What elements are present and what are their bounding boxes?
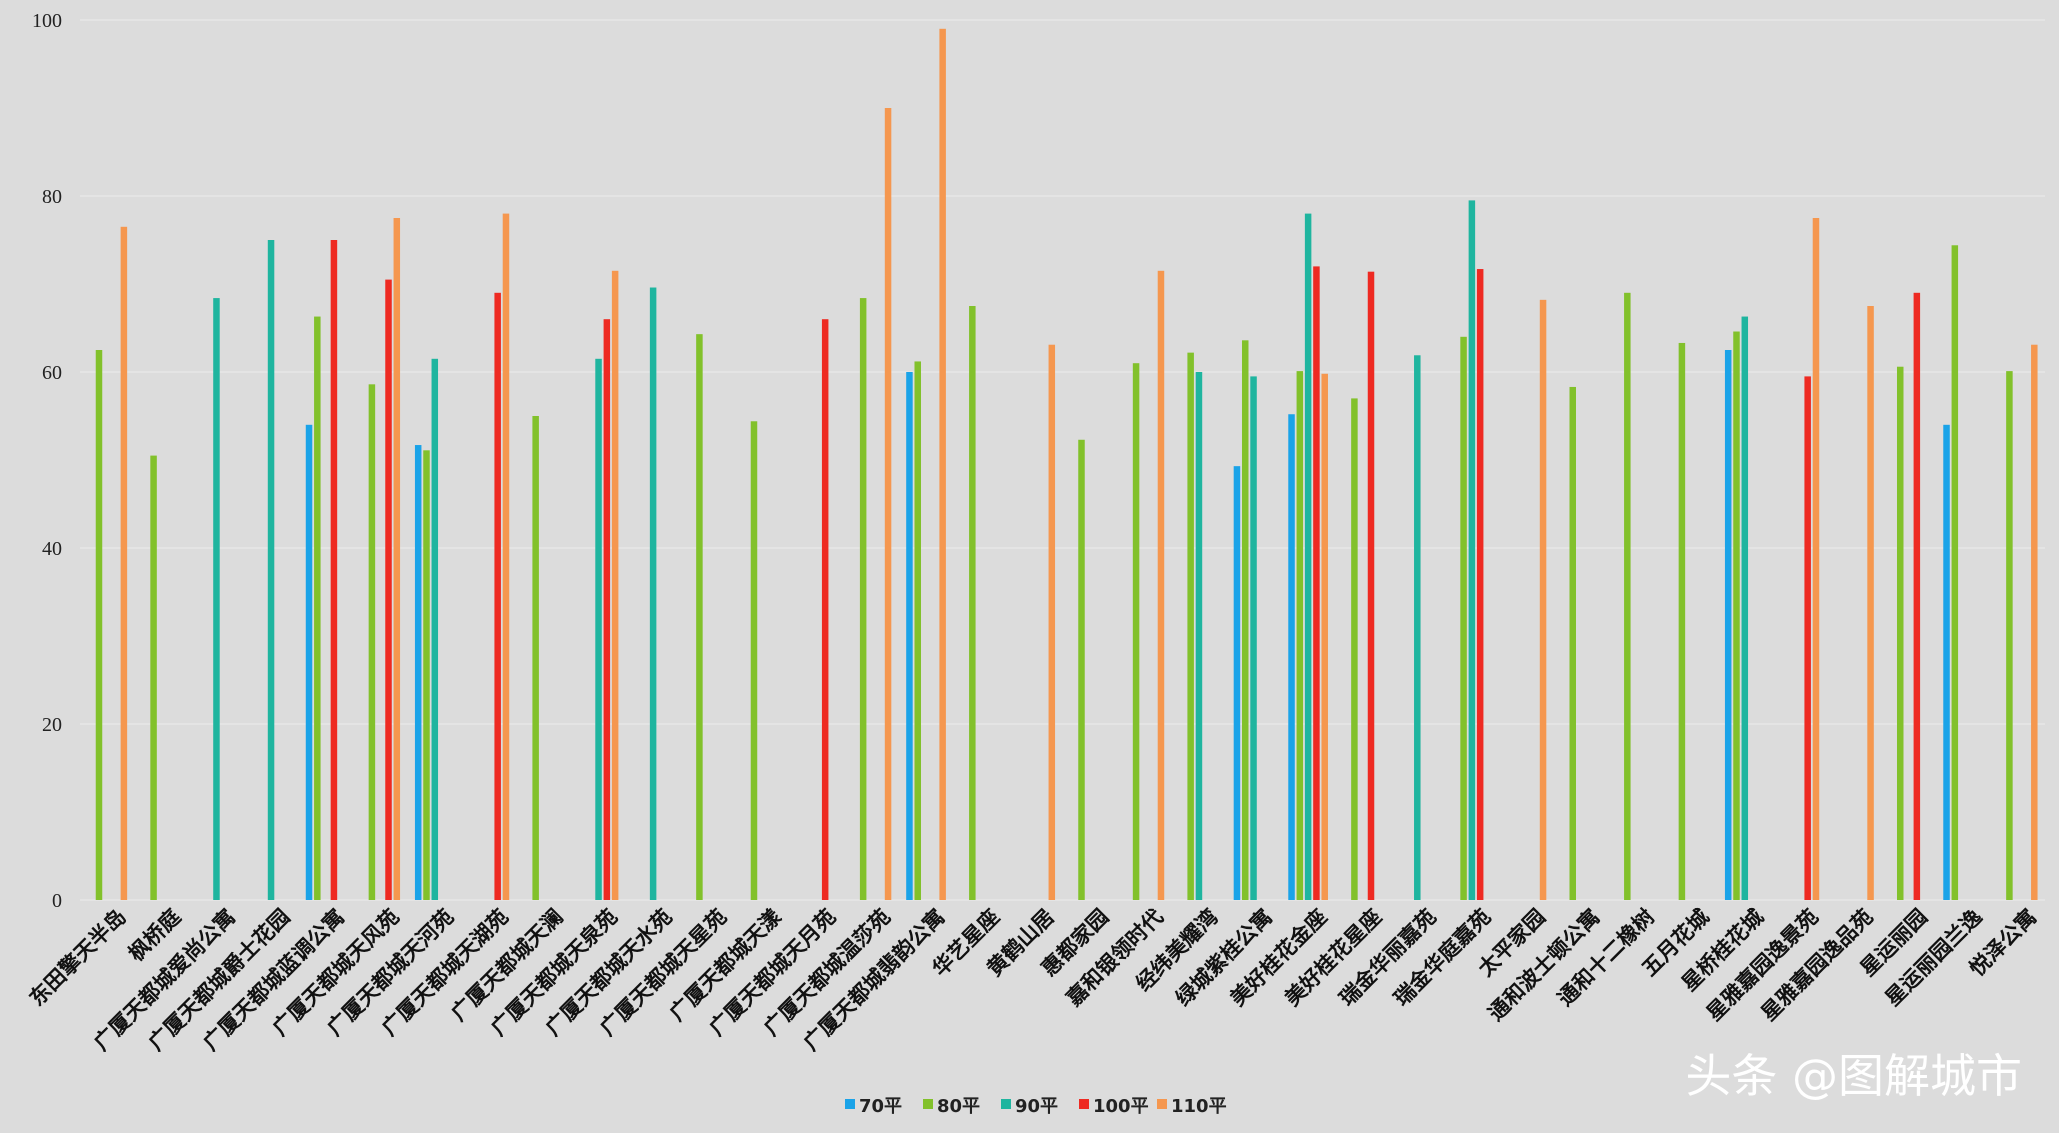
bar (1367, 271, 1375, 900)
bar (314, 316, 321, 900)
legend-label: 100平 (1093, 1096, 1149, 1117)
bar (1304, 213, 1312, 901)
bar (1741, 316, 1749, 900)
y-tick-label: 60 (42, 362, 62, 384)
bar (1724, 350, 1732, 900)
bar (368, 384, 376, 900)
y-tick-label: 40 (42, 538, 62, 560)
bar (884, 108, 892, 900)
bar (393, 218, 401, 900)
bar (750, 421, 758, 900)
legend-label: 70平 (859, 1096, 902, 1117)
bar (267, 240, 275, 900)
legend-swatch (1001, 1099, 1011, 1109)
bar (1468, 200, 1476, 900)
x-tick-label: 东田擎天半岛 (25, 905, 131, 1011)
bar (696, 334, 703, 900)
bar (1078, 439, 1085, 900)
bar (385, 279, 392, 901)
bar (1250, 376, 1257, 900)
bar (859, 298, 867, 901)
legend-label: 110平 (1171, 1096, 1227, 1117)
bar (1678, 342, 1686, 901)
bar (1733, 331, 1740, 900)
bar (1351, 398, 1358, 900)
y-tick-label: 100 (32, 10, 62, 32)
legend-swatch (845, 1099, 855, 1109)
y-tick-label: 0 (52, 890, 62, 912)
bar (1321, 373, 1328, 900)
bar (2006, 371, 2013, 900)
bar (1951, 245, 1959, 900)
bar (305, 424, 313, 900)
bar (1241, 340, 1249, 900)
bar (502, 213, 510, 901)
bar (603, 319, 611, 900)
legend-swatch (1157, 1099, 1167, 1109)
bar (423, 450, 430, 900)
legend-label: 90平 (1015, 1096, 1058, 1117)
bar (1913, 292, 1921, 900)
bar (120, 226, 128, 901)
bar (1804, 376, 1811, 900)
bar (1812, 218, 1820, 900)
bar (532, 416, 539, 900)
bar (1943, 424, 1950, 900)
bar (2031, 344, 2038, 901)
watermark: 头条 @图解城市 (1685, 1049, 2022, 1103)
bar (1195, 372, 1203, 900)
bar (1233, 466, 1241, 900)
bar (649, 287, 657, 900)
legend-swatch (923, 1099, 933, 1109)
bar (1187, 352, 1194, 900)
bar (914, 361, 921, 900)
bars (95, 28, 2038, 901)
y-tick-label: 80 (42, 186, 62, 208)
bar (939, 28, 946, 901)
grid-lines (80, 19, 2045, 901)
bar (1157, 270, 1165, 900)
bar (1539, 299, 1547, 901)
bar (1048, 344, 1056, 901)
bar (821, 319, 829, 900)
legend-swatch (1079, 1099, 1089, 1109)
bar (1296, 371, 1304, 900)
bar (1288, 414, 1295, 900)
bar (906, 372, 913, 900)
bar (213, 298, 220, 901)
y-tick-label: 20 (42, 714, 62, 736)
bar (1132, 363, 1140, 900)
bar (1867, 306, 1874, 900)
bar (595, 358, 602, 900)
legend: 70平 80平 90平 100平 110平 (845, 1096, 1227, 1117)
bar (95, 350, 103, 900)
bar (431, 358, 439, 900)
bar (1624, 292, 1631, 900)
y-axis-ticks: 0 20 40 60 80 100 (32, 10, 62, 912)
bar (1569, 386, 1576, 901)
bar (150, 455, 157, 900)
bar (414, 445, 422, 900)
legend-label: 80平 (937, 1096, 980, 1117)
x-axis-labels: 东田擎天半岛枫桥庭广厦天都城爱尚公寓广厦天都城爵士花园广厦天都城蓝调公寓广厦天都… (25, 904, 2041, 1055)
bar (1896, 366, 1904, 901)
bar (1460, 336, 1467, 900)
bar (969, 306, 976, 900)
bar (1313, 266, 1320, 900)
bar (1414, 355, 1421, 900)
bar (611, 270, 619, 900)
bar (330, 240, 338, 900)
bar (1476, 269, 1484, 900)
bar (494, 292, 501, 900)
